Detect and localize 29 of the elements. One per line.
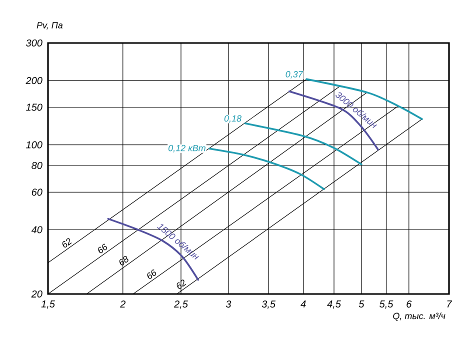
x-tick-label: 3 <box>226 300 232 308</box>
x-tick-label: 6 <box>406 300 412 308</box>
text: 62 <box>62 238 72 248</box>
y-tick-label: 20 <box>31 290 42 298</box>
series-label: 0,37 <box>286 71 304 78</box>
y-axis-title: Pv, Па <box>36 22 63 30</box>
x-tick-label: 2,5 <box>174 300 188 309</box>
series-label: 0,12 кВт <box>168 144 206 152</box>
x-tick-label: 5,5 <box>380 300 394 309</box>
y-tick-label: 200 <box>26 77 42 84</box>
series-label: 0,18 <box>224 115 242 123</box>
y-tick-label: 300 <box>26 39 42 47</box>
x-tick-label: 7 <box>447 300 452 308</box>
y-tick-label: 100 <box>26 141 42 148</box>
y-tick-label: 40 <box>31 226 42 234</box>
text: 66 <box>98 244 107 254</box>
y-tick-label: 150 <box>26 104 42 111</box>
x-tick-label: 3,5 <box>262 300 276 309</box>
text: 68 <box>119 256 128 266</box>
text: 66 <box>147 269 156 279</box>
x-tick-label: 1,5 <box>41 300 55 309</box>
x-tick-label: 4,5 <box>327 300 341 309</box>
y-tick-label: 80 <box>32 162 42 170</box>
y-tick-label: 60 <box>32 188 42 196</box>
x-tick-label: 4 <box>300 300 306 308</box>
x-axis-title: Q, тыс. м³/ч <box>393 312 446 321</box>
text: 62 <box>176 280 186 289</box>
x-tick-label: 5 <box>358 300 364 308</box>
x-tick-label: 2 <box>120 300 126 308</box>
